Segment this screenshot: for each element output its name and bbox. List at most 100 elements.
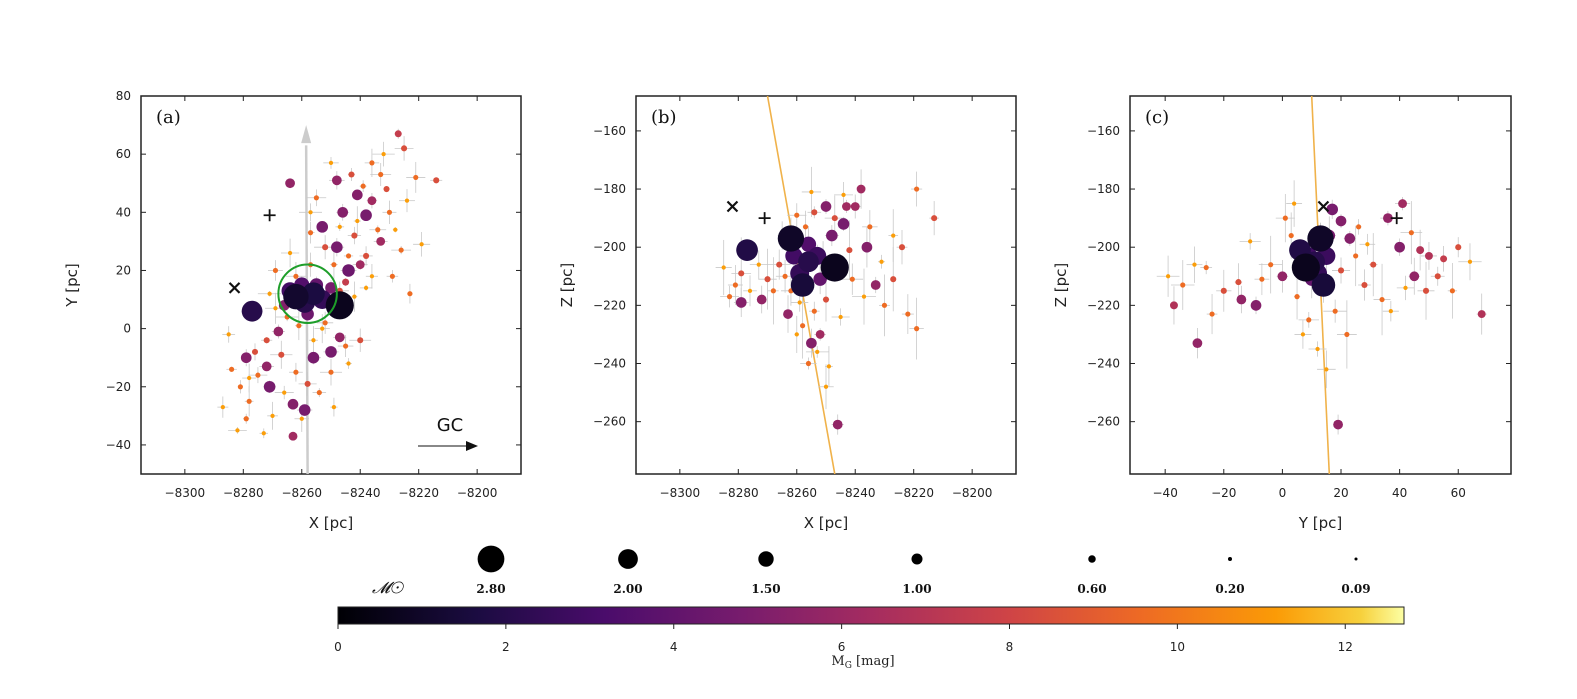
cross-marker	[1317, 200, 1330, 213]
star-point	[288, 431, 298, 441]
star-point	[376, 236, 386, 246]
star-point	[342, 264, 355, 277]
star-point	[1335, 215, 1347, 227]
star-point	[351, 232, 358, 239]
y-tick-label: −180	[593, 182, 626, 196]
star-point	[809, 189, 814, 195]
star-point	[815, 349, 820, 354]
star-point	[331, 262, 337, 268]
star-point	[842, 202, 851, 211]
star-point	[790, 273, 815, 297]
star-point	[1192, 338, 1203, 349]
y-tick-label: −160	[1087, 124, 1120, 138]
star-point	[331, 405, 337, 410]
star-point	[1268, 262, 1274, 268]
colorbar-tick-label: 0	[334, 640, 342, 654]
colorbar-gradient	[337, 606, 1405, 625]
x-tick-label: −8280	[718, 486, 759, 500]
star-point	[316, 390, 322, 396]
star-point	[308, 210, 313, 215]
star-point	[346, 361, 351, 366]
star-point	[1467, 259, 1473, 264]
star-point	[1344, 331, 1350, 338]
star-point	[296, 323, 302, 329]
size-legend: 𝓜☉ 2.80 2.00 1.50 1.00 0.60 0.20 0.09	[372, 545, 1371, 597]
star-point	[823, 384, 829, 389]
star-point	[355, 218, 360, 224]
gc-arrow-head	[466, 441, 478, 451]
star-point	[1248, 239, 1253, 244]
star-point	[293, 273, 299, 279]
star-point	[898, 244, 906, 251]
star-point	[1315, 346, 1320, 352]
star-point	[732, 282, 738, 288]
size-legend-title: 𝓜☉	[372, 578, 405, 597]
star-point	[235, 428, 240, 433]
star-point	[756, 294, 767, 305]
star-point	[820, 201, 832, 212]
star-point	[386, 209, 393, 215]
star-point	[398, 247, 404, 253]
star-point	[304, 380, 311, 387]
star-point	[800, 323, 806, 329]
star-point	[352, 294, 357, 299]
star-point	[770, 288, 776, 294]
star-point	[369, 160, 375, 166]
x-tick-label: −8200	[457, 486, 498, 500]
size-legend-label: 1.00	[902, 582, 931, 596]
star-point	[311, 338, 316, 343]
star-point	[360, 209, 372, 222]
x-tick-label: −20	[1211, 486, 1236, 500]
colorbar-label: MG [mag]	[831, 654, 894, 671]
star-point	[1353, 253, 1359, 259]
star-point	[272, 267, 279, 274]
star-point	[1403, 285, 1408, 291]
star-point	[363, 252, 370, 259]
star-point	[331, 241, 343, 253]
star-point	[1294, 294, 1300, 300]
star-point	[1292, 201, 1297, 206]
star-point	[1220, 287, 1227, 294]
y-tick-label: 20	[116, 263, 131, 277]
star-point	[890, 276, 897, 283]
size-legend-marker	[1354, 557, 1358, 561]
star-point	[299, 416, 304, 421]
size-legend-label: 0.20	[1215, 582, 1244, 596]
star-point	[811, 209, 818, 216]
star-point	[325, 291, 354, 320]
star-point	[287, 398, 299, 410]
star-point	[1291, 253, 1320, 282]
size-legend-marker	[1088, 555, 1096, 563]
star-point	[407, 291, 413, 297]
star-point	[831, 215, 838, 222]
star-point	[881, 302, 888, 308]
panel-tag: (a)	[156, 107, 181, 128]
colorbar-tick-label: 12	[1338, 640, 1353, 654]
star-point	[393, 227, 398, 232]
x-tick-label: −8220	[893, 486, 934, 500]
y-tick-label: −200	[593, 240, 626, 254]
star-point	[841, 192, 846, 197]
star-point	[1449, 288, 1455, 294]
plot-frame	[1129, 95, 1512, 475]
x-tick-label: −8300	[660, 486, 701, 500]
size-legend-marker	[911, 553, 923, 565]
star-point	[255, 372, 261, 378]
star-point	[805, 360, 812, 367]
star-point	[322, 244, 329, 251]
star-point	[798, 251, 819, 273]
star-point	[345, 253, 352, 259]
star-point	[273, 326, 284, 337]
size-legend-marker	[477, 545, 505, 573]
star-point	[1235, 279, 1242, 286]
star-point	[1282, 215, 1288, 221]
star-point	[237, 384, 243, 390]
star-point	[229, 366, 235, 372]
star-point	[747, 288, 753, 293]
star-point	[1333, 419, 1343, 430]
star-point	[363, 285, 369, 291]
star-point	[369, 274, 375, 279]
star-point	[1365, 242, 1370, 247]
